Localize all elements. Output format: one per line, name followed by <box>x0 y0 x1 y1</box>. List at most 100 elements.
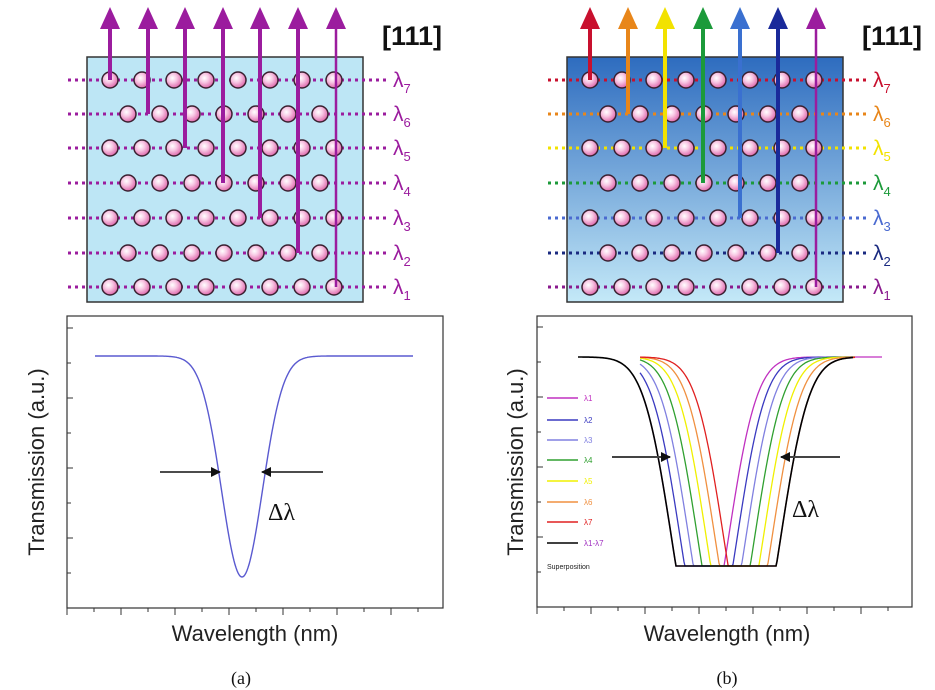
lattice-sphere <box>645 139 663 157</box>
wavelength-label: λ4 <box>393 172 411 199</box>
lattice-sphere <box>119 244 137 262</box>
lattice-sphere <box>581 209 599 227</box>
wavelength-label: λ1 <box>873 276 891 303</box>
wavelength-label: λ3 <box>873 207 891 234</box>
arrow-head-icon <box>730 7 750 29</box>
lattice-sphere <box>101 139 119 157</box>
lattice-sphere <box>279 174 297 192</box>
lattice-sphere <box>261 278 279 296</box>
lattice-sphere <box>645 209 663 227</box>
lattice-sphere <box>229 71 247 89</box>
lattice-sphere <box>151 244 169 262</box>
lattice-sphere <box>741 71 759 89</box>
photonic-crystal-lattice-b: λ7 λ6 λ5 λ4 λ3 λ2 λ1 <box>548 7 891 303</box>
arrow-head-icon <box>100 7 120 29</box>
x-axis-label-a: Wavelength (nm) <box>172 621 339 646</box>
superposition-curve <box>578 356 854 567</box>
lattice-sphere <box>261 139 279 157</box>
wavelength-label: λ2 <box>873 242 891 269</box>
arrow-head-icon <box>618 7 638 29</box>
lattice-sphere <box>741 139 759 157</box>
lattice-sphere <box>151 174 169 192</box>
arrow-head-icon <box>175 7 195 29</box>
lattice-sphere <box>631 244 649 262</box>
wavelength-label: λ2 <box>393 242 411 269</box>
lattice-sphere <box>759 105 777 123</box>
legend-label: λ7 <box>584 518 593 527</box>
x-axis-label-b: Wavelength (nm) <box>644 621 811 646</box>
lattice-sphere <box>261 209 279 227</box>
legend-label: λ2 <box>584 416 593 425</box>
lattice-sphere <box>165 278 183 296</box>
lattice-sphere <box>613 278 631 296</box>
wavelength-label: λ3 <box>393 207 411 234</box>
lattice-sphere <box>247 244 265 262</box>
lattice-sphere <box>215 244 233 262</box>
caption-b: (b) <box>717 668 738 689</box>
caption-a: (a) <box>231 668 251 689</box>
lattice-sphere <box>133 209 151 227</box>
plot-frame-a <box>66 315 444 609</box>
axis-ticks-b <box>536 326 889 614</box>
lattice-sphere <box>773 278 791 296</box>
lattice-sphere <box>165 139 183 157</box>
lattice-sphere <box>805 71 823 89</box>
lattice-sphere <box>165 71 183 89</box>
lattice-sphere <box>133 278 151 296</box>
arrow-head-icon <box>655 7 675 29</box>
transmission-plot-a: Δλ Transmission (a.u.) Wavelength (nm) (… <box>24 315 444 689</box>
lattice-sphere <box>663 244 681 262</box>
lattice-sphere <box>631 174 649 192</box>
transmission-curves-b <box>578 356 882 567</box>
arrow-head-icon <box>806 7 826 29</box>
lattice-sphere <box>581 278 599 296</box>
legend-label: λ5 <box>584 477 593 486</box>
transmission-curve-λ3 <box>639 356 855 567</box>
lattice-sphere <box>183 174 201 192</box>
lattice-sphere <box>805 139 823 157</box>
lattice-sphere <box>727 244 745 262</box>
wavelength-label: λ4 <box>873 172 891 199</box>
lattice-sphere <box>311 105 329 123</box>
legend-label: λ3 <box>584 436 593 445</box>
lattice-sphere <box>229 209 247 227</box>
legend-note-superposition: Superposition <box>547 564 590 571</box>
lattice-sphere <box>325 71 343 89</box>
direction-label-a: [111] <box>382 21 442 51</box>
lattice-sphere <box>101 209 119 227</box>
lattice-sphere <box>677 71 695 89</box>
arrow-head-icon <box>693 7 713 29</box>
lattice-sphere <box>311 244 329 262</box>
lattice-sphere <box>581 139 599 157</box>
plot-frame-b <box>536 315 913 608</box>
photonic-crystal-lattice-a: λ7 λ6 λ5 λ4 λ3 λ2 λ1 <box>68 7 411 303</box>
lattice-sphere <box>599 244 617 262</box>
lattice-sphere <box>325 278 343 296</box>
lattice-sphere <box>677 278 695 296</box>
lattice-sphere <box>805 209 823 227</box>
arrow-head-icon <box>326 7 346 29</box>
lattice-sphere <box>791 174 809 192</box>
lattice-sphere <box>709 278 727 296</box>
lattice-sphere <box>599 174 617 192</box>
lattice-sphere <box>645 71 663 89</box>
lattice-sphere <box>709 209 727 227</box>
y-axis-label-b: Transmission (a.u.) <box>503 368 528 555</box>
wavelength-label: λ7 <box>873 69 891 96</box>
legend-label: λ6 <box>584 498 593 507</box>
delta-lambda-label-b: Δλ <box>792 497 819 523</box>
direction-label-b: [111] <box>862 21 922 51</box>
y-axis-label-a: Transmission (a.u.) <box>24 368 49 555</box>
arrow-head-icon <box>138 7 158 29</box>
wavelength-label: λ7 <box>393 69 411 96</box>
wavelength-label: λ6 <box>393 103 411 130</box>
lattice-sphere <box>791 244 809 262</box>
lattice-sphere <box>709 71 727 89</box>
lattice-sphere <box>325 139 343 157</box>
lattice-sphere <box>183 244 201 262</box>
lattice-sphere <box>631 105 649 123</box>
lattice-sphere <box>151 105 169 123</box>
lattice-sphere <box>279 244 297 262</box>
legend-b: λ1 λ2 λ3 λ4 λ5 λ6 λ7 λ1-λ7 <box>547 394 604 548</box>
